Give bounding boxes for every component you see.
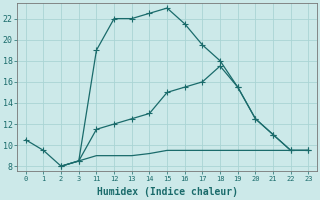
X-axis label: Humidex (Indice chaleur): Humidex (Indice chaleur) [97, 187, 237, 197]
